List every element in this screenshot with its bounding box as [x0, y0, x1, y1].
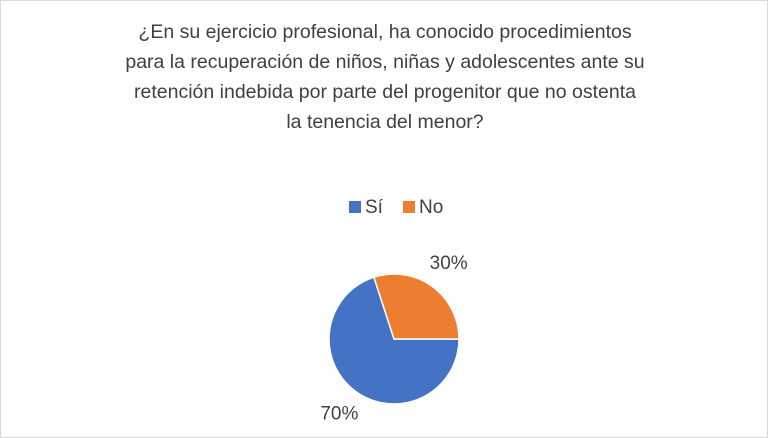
legend-swatch — [403, 201, 415, 213]
legend-swatch — [349, 201, 361, 213]
legend-label: No — [419, 197, 443, 218]
chart-title: ¿En su ejercicio profesional, ha conocid… — [125, 21, 645, 133]
pie-slice — [372, 273, 460, 340]
legend-label: Sí — [365, 197, 384, 218]
data-label: 70% — [320, 403, 358, 424]
data-label: 30% — [430, 253, 468, 274]
pie-slice — [328, 276, 460, 405]
